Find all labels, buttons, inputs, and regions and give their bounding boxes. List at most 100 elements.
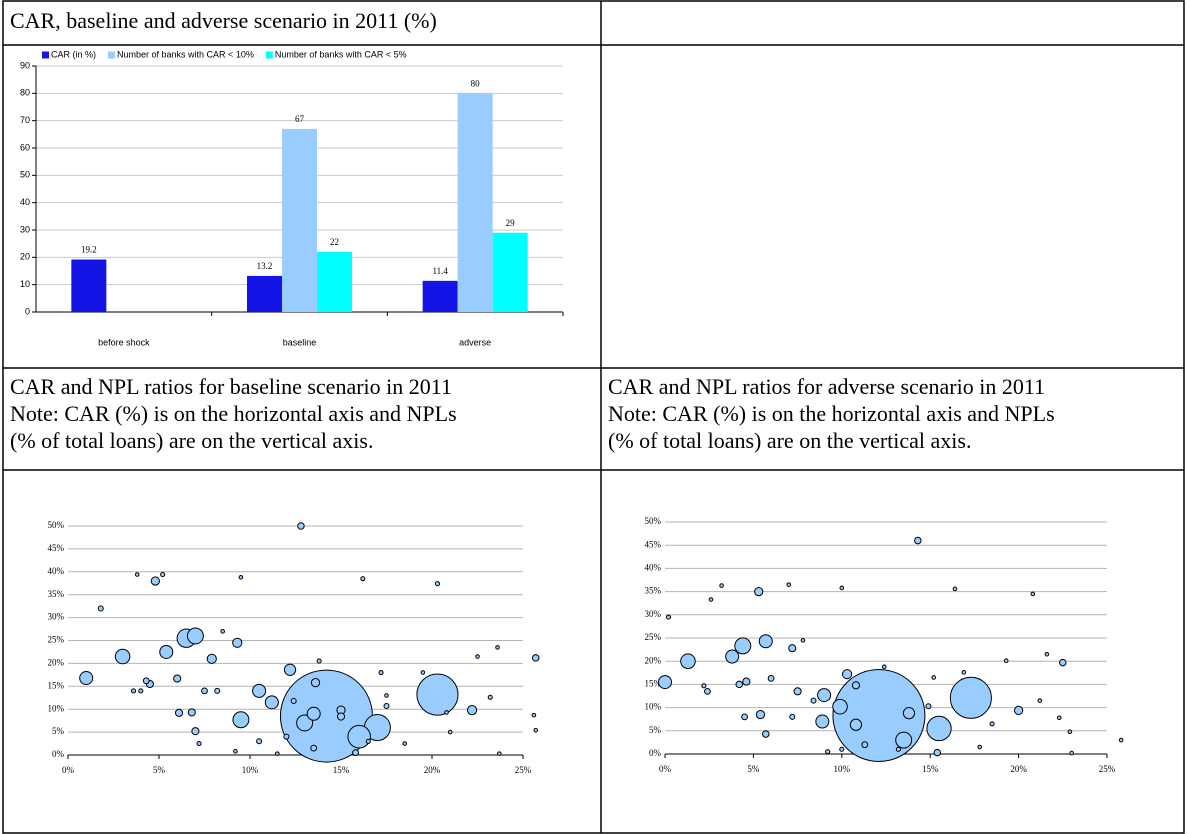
data-label: 19.2 [81,245,97,255]
bubble [306,706,321,721]
bubble [256,738,263,745]
bubble [497,751,502,756]
bubble [842,669,853,680]
bubble [252,683,267,698]
bubble [914,536,922,545]
bubble [1067,729,1073,735]
x-tick-label: 15% [333,765,350,775]
bubble [383,702,390,710]
bubble [735,680,744,689]
bubble [933,748,942,757]
bubble [201,687,208,695]
bubble [283,733,290,740]
x-tick-label: before shock [98,337,150,347]
y-tick-label: 50 [20,170,30,180]
bubble [704,687,711,695]
bubble [680,653,696,669]
bubble [762,730,770,738]
x-tick-label: 20% [424,765,441,775]
bubble [310,744,318,752]
bubble [347,724,371,749]
legend-swatch [265,51,273,59]
bubble [1059,658,1067,667]
y-tick-label: 40% [48,566,65,576]
bubble [741,713,748,721]
y-tick-label: 90 [20,60,30,70]
bubble [283,663,297,676]
cell-note: (% of total loans) are on the vertical a… [608,428,971,453]
bubble [861,741,869,749]
bubble [839,585,845,591]
bubble [150,576,160,586]
bar [247,275,282,312]
y-tick-label: 10% [645,702,662,712]
bubble [1037,698,1043,703]
y-tick-label: 15% [48,680,65,690]
y-tick-label: 0% [52,749,65,759]
bubble [881,664,887,670]
bubble [926,715,952,742]
bubble [134,572,140,577]
bar [317,251,352,312]
bubble [416,673,459,716]
data-label: 80 [471,78,481,88]
legend-label: Number of banks with CAR < 5% [275,49,407,59]
bubble [851,681,861,690]
y-tick-label: 40% [645,562,662,572]
y-tick-label: 15% [645,678,662,688]
bubble [531,654,540,662]
bubble [365,738,371,744]
cell-note: (% of total loans) are on the vertical a… [10,428,373,453]
bubble [352,749,359,757]
bubble [1030,591,1036,597]
cell-note: Note: CAR (%) is on the horizontal axis … [10,401,457,426]
legend-label: CAR (in %) [51,49,96,59]
y-tick-label: 5% [52,726,65,736]
bubble [1044,651,1050,657]
x-tick-label: adverse [459,337,491,347]
bubble [264,695,279,710]
y-tick-label: 80 [20,88,30,98]
bubble [1118,737,1124,743]
bubble [310,678,321,688]
bar [422,280,458,312]
bubble [989,721,995,727]
bubble [187,708,196,717]
bubble [232,637,243,648]
y-tick-label: 50% [48,520,65,530]
bubble [708,597,714,602]
bubble [952,586,958,592]
bar [71,259,107,312]
legend-swatch [42,51,49,59]
bubble [97,605,104,612]
bubble [296,714,314,732]
y-tick-label: 5% [649,725,662,735]
data-label: 67 [295,114,305,124]
bubble [533,727,539,733]
bubble [895,746,901,752]
y-tick-label: 50% [645,516,662,526]
data-label: 29 [506,218,516,228]
bubble [949,676,992,719]
bubble [789,713,796,720]
y-tick-label: 30 [20,224,30,234]
bubble [657,675,673,690]
bubble [902,707,916,720]
y-tick-label: 10% [48,703,65,713]
legend-label: Number of banks with CAR < 10% [117,49,254,59]
x-tick-label: 0% [659,764,672,774]
x-tick-label: 15% [922,764,939,774]
x-tick-label: 10% [834,764,851,774]
bubble [444,710,449,715]
bubble [138,688,144,694]
bubble [290,697,297,704]
cell-title: CAR, baseline and adverse scenario in 20… [10,8,437,33]
bubble [719,583,724,588]
x-tick-label: baseline [283,337,317,347]
bubble [1056,715,1062,721]
bubble [196,740,202,747]
bubble [220,629,225,634]
bubble [925,703,932,710]
